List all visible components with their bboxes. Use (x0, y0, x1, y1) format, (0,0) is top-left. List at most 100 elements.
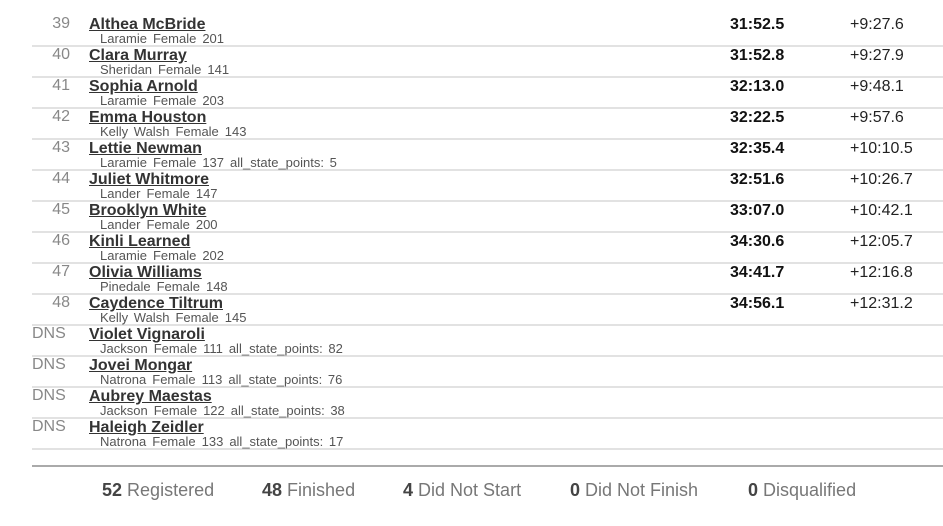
results-summary: 52 Registered 48 Finished 4 Did Not Start 0… (32, 465, 943, 526)
athlete-details: Kelly Walsh Female 145 (100, 310, 259, 325)
gender: Female (152, 248, 197, 263)
summary-label: Disqualified (763, 480, 857, 500)
summary-registered: 52 Registered (102, 480, 214, 501)
result-row: 47 Pinedale Female 148 Olivia Williams 34:… (32, 263, 943, 295)
result-row: 43 Laramie Female 137 all_state_points: 5 L… (32, 139, 943, 171)
rank: DNS (32, 356, 66, 373)
result-row: 46 Laramie Female 202 Kinli Learned 34:30.… (32, 232, 943, 264)
team: Jackson (100, 341, 148, 356)
result-row: 45 Lander Female 200 Brooklyn White 33:07.… (32, 201, 943, 233)
gender: Female (152, 31, 197, 46)
athlete-details: Sheridan Female 141 (100, 62, 241, 77)
result-row: 48 Kelly Walsh Female 145 Caydence Tiltrum… (32, 294, 943, 326)
summary-label: Registered (127, 480, 215, 500)
athlete-details: Lander Female 200 (100, 217, 230, 232)
gender: Female (175, 124, 219, 139)
athlete-name-link[interactable]: Clara Murray (89, 47, 187, 64)
finish-time: 31:52.5 (730, 16, 785, 33)
summary-count: 4 (403, 480, 414, 500)
summary-label: Did Not Start (418, 480, 522, 500)
result-row: DNS Natrona Female 113 all_state_points: 76… (32, 356, 943, 388)
athlete-details: Kelly Walsh Female 143 (100, 124, 259, 139)
time-gap: +12:05.7 (850, 233, 913, 250)
gender: Female (152, 434, 196, 449)
athlete-name-link[interactable]: Juliet Whitmore (89, 171, 210, 188)
bib: 143 (224, 124, 247, 139)
athlete-name-link[interactable]: Jovei Mongar (89, 357, 193, 374)
bib: 141 (207, 62, 230, 77)
gender: Female (146, 186, 190, 201)
result-row: DNS Jackson Female 122 all_state_points: 38… (32, 387, 943, 419)
athlete-name-link[interactable]: Lettie Newman (89, 140, 202, 157)
rank: 43 (52, 139, 70, 156)
result-row: 40 Sheridan Female 141 Clara Murray 31:52.… (32, 46, 943, 78)
summary-count: 0 (748, 480, 759, 500)
finish-time: 32:35.4 (730, 140, 785, 157)
bib: 202 (202, 248, 225, 263)
summary-label: Did Not Finish (585, 480, 699, 500)
time-gap: +9:27.6 (850, 16, 904, 33)
athlete-name-link[interactable]: Brooklyn White (89, 202, 207, 219)
rank: 40 (52, 46, 70, 63)
team: Laramie (100, 93, 147, 108)
team: Kelly Walsh (100, 124, 170, 139)
summary-count: 52 (102, 480, 123, 500)
gender: Female (153, 403, 198, 418)
gender: Female (153, 341, 198, 356)
gender: Female (158, 62, 202, 77)
extra-info: all_state_points: 82 (228, 341, 343, 356)
team: Kelly Walsh (100, 310, 170, 325)
athlete-details: Laramie Female 201 (100, 31, 236, 46)
team: Lander (100, 217, 141, 232)
rank: 48 (52, 294, 70, 311)
athlete-details: Laramie Female 203 (100, 93, 236, 108)
time-gap: +12:16.8 (850, 264, 913, 281)
finish-time: 34:41.7 (730, 264, 785, 281)
finish-time: 34:56.1 (730, 295, 785, 312)
results-list: 39 Laramie Female 201 Althea McBride 31:52… (32, 15, 943, 450)
rank: 46 (52, 232, 70, 249)
rank: 41 (52, 77, 70, 94)
athlete-name-link[interactable]: Violet Vignaroli (89, 326, 205, 343)
team: Natrona (100, 372, 147, 387)
athlete-name-link[interactable]: Olivia Williams (89, 264, 202, 281)
team: Jackson (100, 403, 148, 418)
finish-time: 34:30.6 (730, 233, 785, 250)
extra-info: all_state_points: 5 (230, 155, 337, 170)
gender: Female (175, 310, 219, 325)
result-row: 41 Laramie Female 203 Sophia Arnold 32:13.… (32, 77, 943, 109)
bib: 147 (195, 186, 218, 201)
athlete-name-link[interactable]: Caydence Tiltrum (89, 295, 223, 312)
finish-time: 32:22.5 (730, 109, 785, 126)
result-row: 42 Kelly Walsh Female 143 Emma Houston 32:… (32, 108, 943, 140)
athlete-details: Jackson Female 111 all_state_points: 82 (100, 341, 349, 356)
rank: 44 (52, 170, 70, 187)
bib: 200 (195, 217, 218, 232)
result-row: 39 Laramie Female 201 Althea McBride 31:52… (32, 15, 943, 47)
extra-info: all_state_points: 17 (229, 434, 344, 449)
athlete-name-link[interactable]: Emma Houston (89, 109, 207, 126)
athlete-name-link[interactable]: Althea McBride (89, 16, 206, 33)
extra-info: all_state_points: 38 (230, 403, 345, 418)
athlete-name-link[interactable]: Sophia Arnold (89, 78, 198, 95)
time-gap: +10:26.7 (850, 171, 913, 188)
time-gap: +12:31.2 (850, 295, 913, 312)
bib: 148 (205, 279, 228, 294)
rank: 39 (52, 15, 70, 32)
result-row: DNS Jackson Female 111 all_state_points: 82… (32, 325, 943, 357)
summary-count: 0 (570, 480, 581, 500)
extra-info: all_state_points: 76 (228, 372, 343, 387)
finish-time: 33:07.0 (730, 202, 785, 219)
athlete-details: Jackson Female 122 all_state_points: 38 (100, 403, 351, 418)
athlete-name-link[interactable]: Aubrey Maestas (89, 388, 212, 405)
athlete-name-link[interactable]: Haleigh Zeidler (89, 419, 204, 436)
athlete-details: Lander Female 147 (100, 186, 230, 201)
team: Laramie (100, 31, 147, 46)
time-gap: +10:10.5 (850, 140, 913, 157)
team: Laramie (100, 248, 147, 263)
team: Lander (100, 186, 141, 201)
athlete-details: Laramie Female 202 (100, 248, 236, 263)
bib: 122 (203, 403, 225, 418)
athlete-name-link[interactable]: Kinli Learned (89, 233, 191, 250)
rank: DNS (32, 325, 66, 342)
